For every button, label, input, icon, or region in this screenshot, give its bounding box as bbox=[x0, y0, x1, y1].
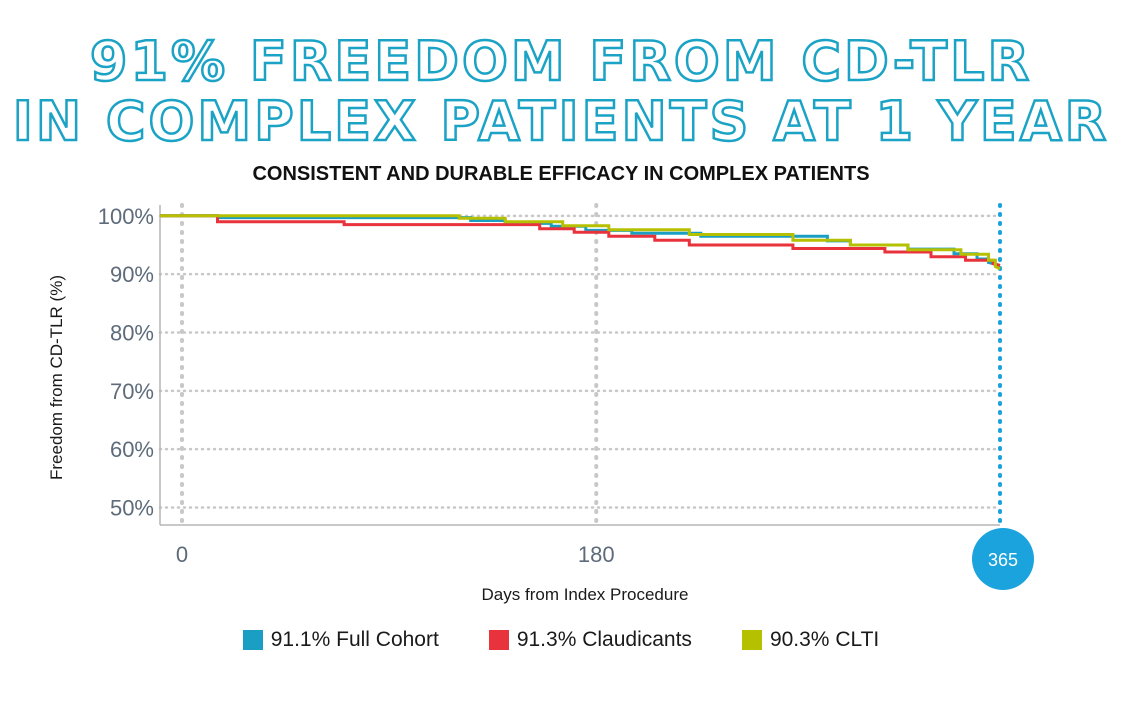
legend-swatch-full-cohort bbox=[242, 630, 263, 650]
legend: 91.1% Full Cohort 91.3% Claudicants 90.3… bbox=[0, 628, 1122, 652]
y-tick-label-90: 90% bbox=[110, 262, 154, 287]
series-line-91-3-claudicants bbox=[160, 214, 1001, 267]
legend-item-claudicants: 91.3% Claudicants bbox=[488, 628, 692, 652]
y-tick-label-50: 50% bbox=[110, 496, 154, 521]
legend-item-full-cohort: 91.1% Full Cohort bbox=[242, 628, 439, 652]
legend-swatch-clti bbox=[741, 630, 762, 650]
x-tick-label-0: 0 bbox=[176, 542, 188, 567]
y-tick-label-100: 100% bbox=[98, 204, 154, 229]
legend-label-full-cohort: 91.1% Full Cohort bbox=[270, 628, 439, 651]
x-axis-title: Days from Index Procedure bbox=[482, 585, 689, 604]
y-tick-label-60: 60% bbox=[110, 437, 154, 462]
legend-label-clti: 90.3% CLTI bbox=[769, 628, 880, 651]
headline-line-2: IN COMPLEX PATIENTS AT 1 YEAR bbox=[12, 90, 1110, 153]
series-line-90-3-clti bbox=[160, 214, 1001, 271]
legend-swatch-claudicants bbox=[488, 630, 509, 650]
x-tick-marker-365 bbox=[972, 528, 1034, 590]
x-tick-label-180: 180 bbox=[578, 542, 615, 567]
y-tick-label-70: 70% bbox=[110, 379, 154, 404]
headline-line-1: 91% FREEDOM FROM CD-TLR bbox=[89, 30, 1033, 93]
y-axis-title: Freedom from CD-TLR (%) bbox=[47, 275, 66, 480]
chart-subtitle: CONSISTENT AND DURABLE EFFICACY IN COMPL… bbox=[252, 163, 870, 185]
series-line-91-1-full-cohort bbox=[160, 214, 1001, 267]
legend-label-claudicants: 91.3% Claudicants bbox=[516, 628, 692, 651]
y-tick-label-80: 80% bbox=[110, 321, 154, 346]
x-tick-label-365: 365 bbox=[988, 550, 1018, 570]
legend-item-clti: 90.3% CLTI bbox=[741, 628, 880, 652]
